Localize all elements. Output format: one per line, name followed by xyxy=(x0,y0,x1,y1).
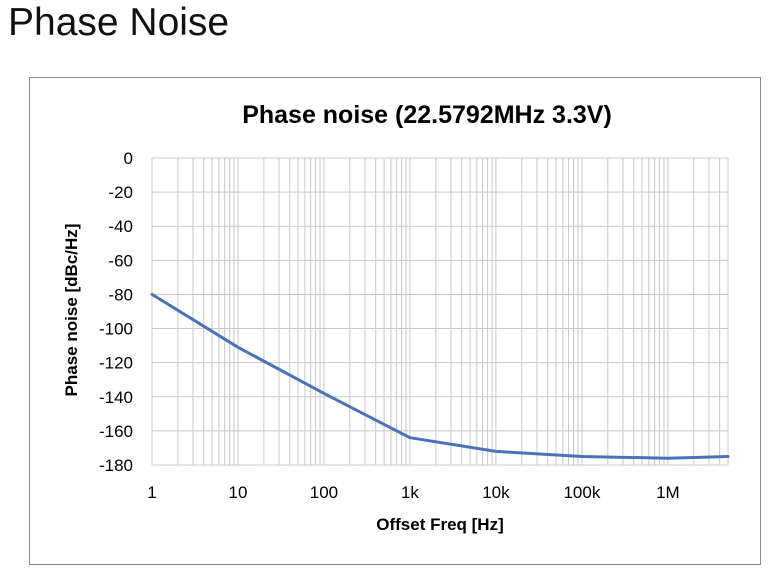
y-tick-label: -100 xyxy=(99,320,133,339)
y-tick-label: -40 xyxy=(108,217,133,236)
y-tick-label: -20 xyxy=(108,183,133,202)
grid-lines xyxy=(151,157,729,466)
x-axis-label: Offset Freq [Hz] xyxy=(376,515,504,534)
y-tick-label: -180 xyxy=(99,456,133,475)
chart-title: Phase noise (22.5792MHz 3.3V) xyxy=(242,101,612,129)
series-line xyxy=(150,292,730,460)
page-heading: Phase Noise xyxy=(8,1,230,44)
y-tick-label: 0 xyxy=(124,149,133,168)
x-tick-label: 1 xyxy=(147,483,156,502)
series-group xyxy=(150,292,730,460)
y-axis-label: Phase noise [dBc/Hz] xyxy=(62,224,81,397)
phase-noise-chart: Phase noise (22.5792MHz 3.3V) 0 -20 -40 -60… xyxy=(62,101,730,534)
x-tick-label: 1M xyxy=(656,483,680,502)
y-tick-label: -140 xyxy=(99,388,133,407)
y-tick-label: -60 xyxy=(108,251,133,270)
y-tick-label: -80 xyxy=(108,285,133,304)
x-tick-labels: 1 10 100 1k 10k 100k 1M xyxy=(147,483,679,502)
y-tick-label: -160 xyxy=(99,422,133,441)
y-tick-labels: 0 -20 -40 -60 -80 -100 -120 -140 -160 -180 xyxy=(99,149,133,475)
x-tick-label: 10k xyxy=(482,483,510,502)
x-tick-label: 1k xyxy=(401,483,419,502)
y-tick-label: -120 xyxy=(99,354,133,373)
x-tick-label: 100 xyxy=(310,483,338,502)
x-tick-label: 100k xyxy=(563,483,600,502)
chart-frame: Phase noise (22.5792MHz 3.3V) 0 -20 -40 -60… xyxy=(29,77,761,565)
x-tick-label: 10 xyxy=(229,483,248,502)
